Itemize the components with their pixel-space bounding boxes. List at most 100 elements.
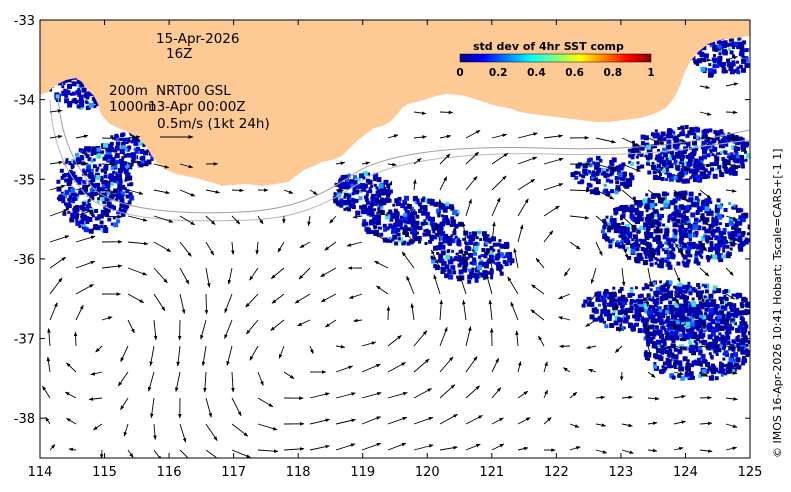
sst-cell [689, 127, 695, 133]
sst-cell [644, 235, 650, 241]
sst-cell [691, 360, 697, 366]
current-vector [278, 345, 285, 359]
sst-cell [62, 173, 66, 178]
sst-cell [717, 240, 723, 246]
sst-cell [708, 352, 712, 356]
sst-cell [615, 242, 620, 248]
sst-cell [488, 271, 492, 275]
current-vector [127, 189, 144, 195]
sst-cell [745, 238, 750, 243]
sst-cell [631, 238, 635, 242]
current-vector [307, 215, 311, 227]
sst-cell [636, 161, 640, 165]
sst-cell [651, 223, 655, 228]
sst-cell [601, 308, 607, 314]
sst-cell [126, 153, 131, 157]
sst-cell [456, 256, 462, 262]
sst-cell [612, 312, 616, 316]
sst-cell [730, 312, 735, 317]
sst-cell [701, 140, 706, 145]
current-vector [621, 395, 633, 400]
sst-cell [688, 340, 693, 345]
sst-cell [89, 195, 95, 201]
sst-cell [492, 248, 496, 252]
sst-cell [688, 229, 693, 234]
sst-cell [103, 174, 108, 179]
sst-cell [724, 70, 728, 74]
sst-cell [667, 150, 671, 154]
sst-cell [591, 171, 597, 177]
sst-cell [120, 202, 126, 208]
sst-cell [87, 217, 93, 222]
current-vector [231, 188, 245, 193]
sst-cell [504, 243, 510, 248]
sst-cell [106, 191, 111, 196]
sst-cell [107, 158, 111, 162]
sst-cell [341, 174, 347, 180]
current-vector [595, 395, 606, 400]
current-vector [513, 247, 519, 269]
sst-cell [91, 149, 97, 155]
sst-cell [667, 172, 672, 178]
sst-cell [496, 261, 501, 266]
sst-cell [618, 301, 622, 306]
sst-cell [605, 215, 609, 219]
sst-cell [606, 312, 610, 316]
sst-cell [343, 195, 347, 199]
current-vector [491, 357, 500, 373]
current-vector [257, 215, 264, 225]
sst-cell [647, 218, 652, 223]
sst-cell [598, 303, 601, 307]
sst-cell [93, 224, 98, 229]
sst-cell [711, 233, 715, 236]
current-vector [205, 423, 218, 441]
current-vector [619, 371, 624, 381]
sst-cell [671, 253, 676, 258]
sst-cell [700, 203, 706, 209]
sst-cell [496, 253, 500, 257]
sst-cell [577, 181, 581, 185]
sst-cell [647, 357, 650, 361]
sst-cell [362, 219, 367, 224]
sst-cell [350, 183, 355, 188]
current-vector [413, 358, 430, 373]
sst-cell [438, 235, 444, 241]
sst-cell [728, 217, 733, 221]
sst-cell [645, 209, 649, 213]
current-vector [309, 345, 314, 355]
sst-cell [75, 220, 81, 226]
sst-cell [596, 190, 601, 195]
sst-cell [658, 263, 664, 269]
sst-cell [438, 230, 443, 236]
sst-cell [694, 304, 700, 310]
sst-cell [458, 269, 464, 275]
current-vector [335, 161, 346, 165]
sst-cell [596, 156, 601, 161]
colorbar-gradient [459, 53, 652, 63]
sst-cell [689, 159, 693, 163]
current-vector [439, 299, 443, 321]
sst-cell [628, 172, 632, 176]
sst-cell [400, 226, 403, 230]
sst-cell [614, 190, 619, 195]
current-vector [725, 345, 737, 349]
current-vector [361, 161, 371, 165]
sst-cell [475, 273, 481, 279]
sst-cell [725, 303, 728, 307]
sst-cell [68, 101, 73, 105]
current-vector [179, 267, 190, 285]
current-vector [569, 391, 578, 399]
sst-cell [720, 313, 726, 319]
sst-cell [728, 323, 732, 327]
sst-cell [662, 147, 668, 153]
current-vector [147, 371, 155, 392]
sst-cell [412, 236, 418, 242]
sst-cell [103, 179, 108, 184]
sst-cell [728, 36, 734, 42]
current-vector [120, 345, 129, 363]
sst-cell [645, 250, 651, 256]
sst-cell [688, 153, 693, 158]
sst-cell [121, 212, 126, 217]
sst-cell [603, 183, 607, 187]
sst-cell [80, 156, 85, 161]
